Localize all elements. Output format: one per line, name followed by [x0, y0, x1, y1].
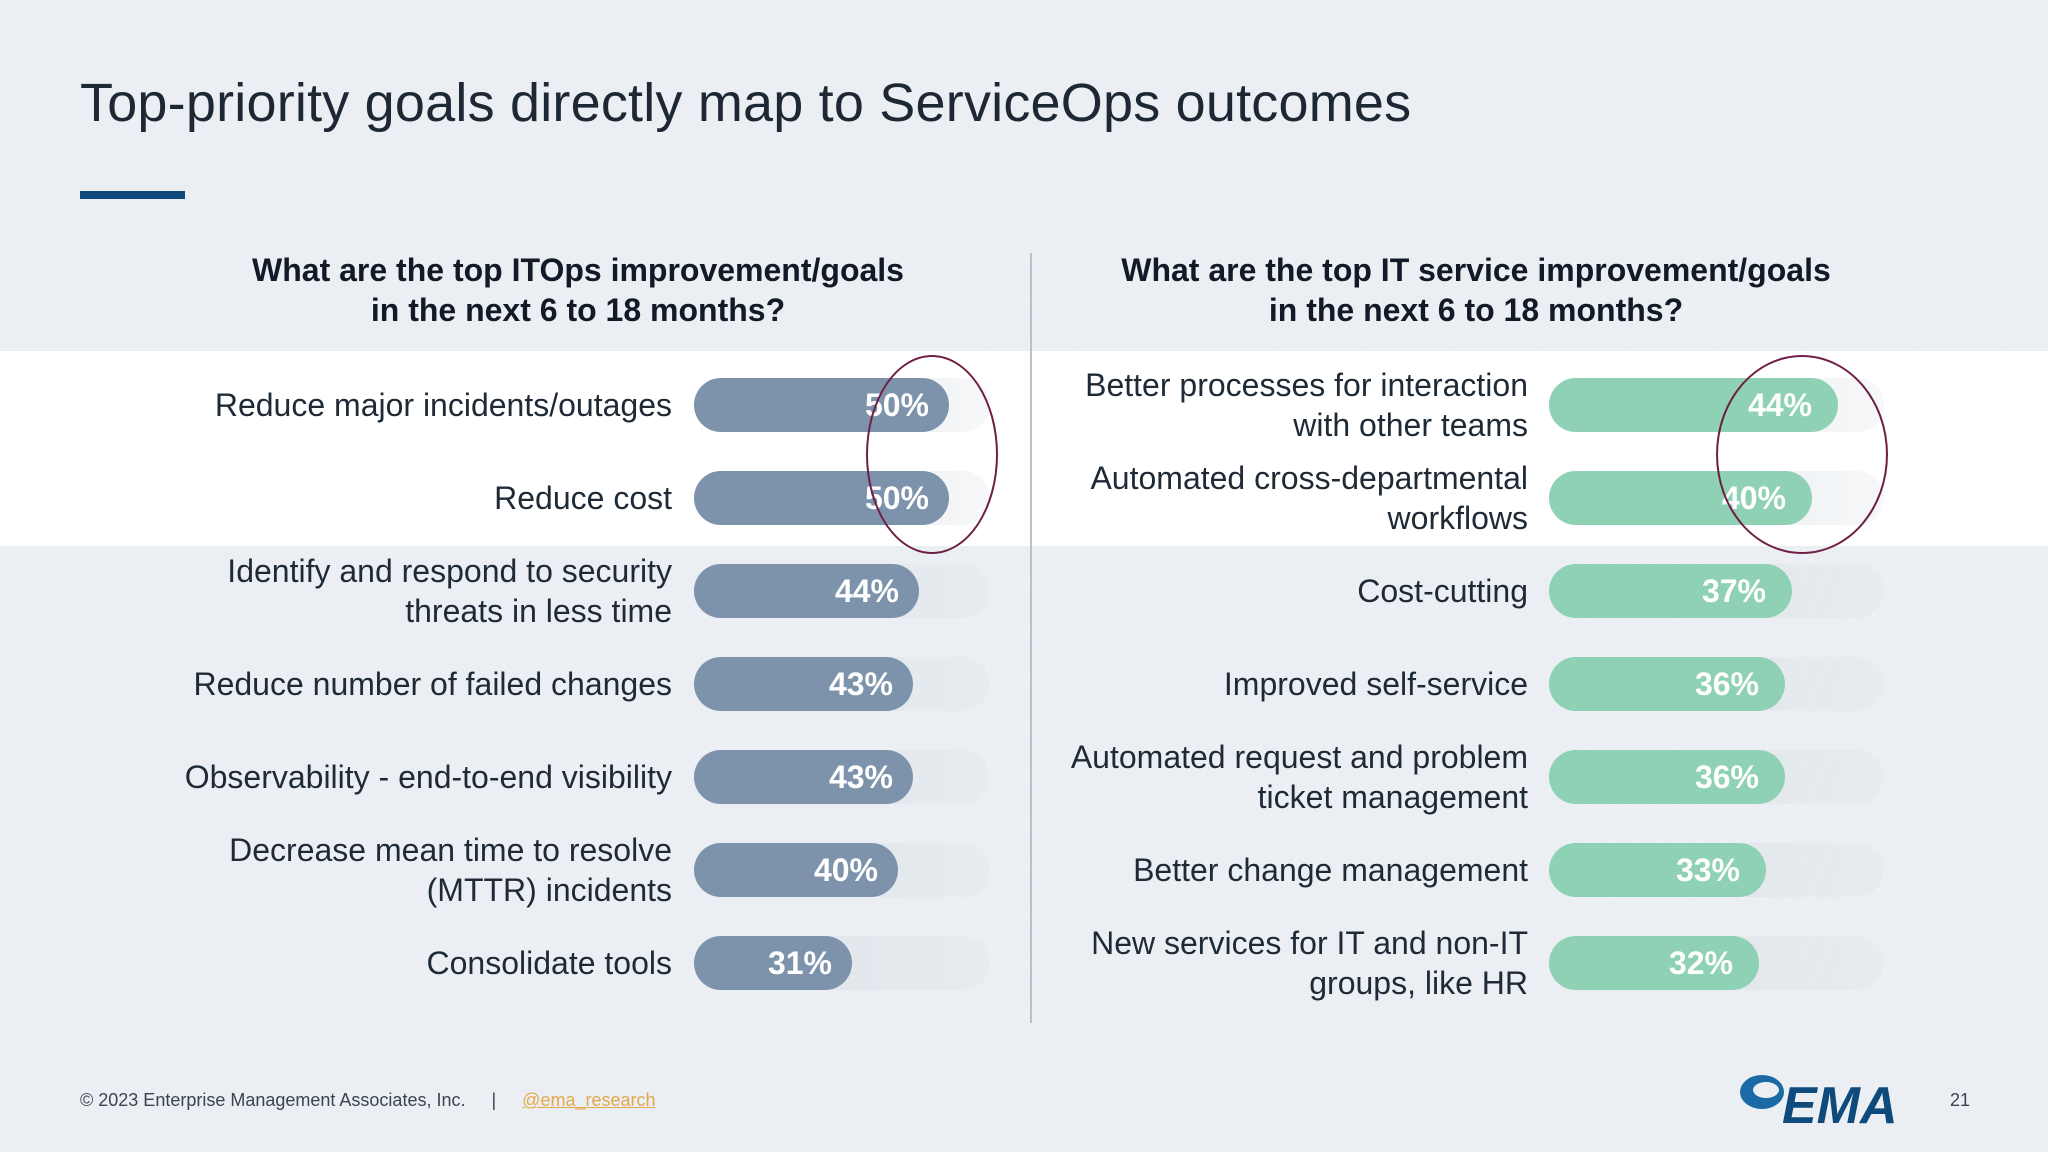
category-label-line: groups, like HR: [1309, 965, 1528, 1001]
chart-title-line: What are the top IT service improvement/…: [1121, 252, 1831, 288]
category-label-line: Improved self-service: [1223, 666, 1528, 702]
category-label-line: Reduce major incidents/outages: [214, 387, 672, 423]
chart-title: What are the top ITOps improvement/goals…: [168, 250, 988, 330]
bar: [1549, 843, 1766, 897]
category-label-text: Reduce cost: [494, 478, 672, 518]
category-label: Automated request and problem ticket mana…: [968, 732, 1528, 822]
bar: [694, 843, 898, 897]
category-label: Reduce number of failed changes: [112, 639, 672, 729]
category-label: Decrease mean time to resolve (MTTR) inci…: [112, 825, 672, 915]
slide-title: Top-priority goals directly map to Servi…: [80, 73, 1412, 133]
category-label-line: Reduce number of failed changes: [193, 666, 672, 702]
data-label: 43%: [828, 666, 893, 702]
bar: [1549, 936, 1759, 990]
category-label-text: Identify and respond to security threats …: [227, 551, 672, 631]
category-label: Consolidate tools: [112, 918, 672, 1008]
category-label-text: Improved self-service: [1224, 664, 1528, 704]
data-label: 43%: [828, 759, 893, 795]
category-label: New services for IT and non-IT groups, li…: [968, 918, 1528, 1008]
category-label-text: New services for IT and non-IT groups, li…: [1091, 923, 1528, 1003]
data-label: 32%: [1668, 945, 1733, 981]
category-label: Observability - end-to-end visibility: [112, 732, 672, 822]
chart-title-line: in the next 6 to 18 months?: [370, 292, 786, 328]
category-label: Automated cross-departmental workflows: [968, 453, 1528, 543]
ema-logo-swoosh-cut: [1753, 1082, 1779, 1098]
footer: © 2023 Enterprise Management Associates,…: [80, 1090, 656, 1111]
category-label: Identify and respond to security threats …: [112, 546, 672, 636]
category-label-line: (MTTR) incidents: [426, 872, 672, 908]
category-label-line: Identify and respond to security: [227, 553, 672, 589]
bar: [694, 750, 913, 804]
category-label-line: New services for IT and non-IT: [1091, 925, 1528, 961]
category-label: Better change management: [968, 825, 1528, 915]
page-number: 21: [1950, 1090, 1971, 1110]
bar: [1549, 564, 1792, 618]
highlight-ring: [866, 355, 998, 554]
category-label-text: Better processes for interaction with oth…: [1085, 365, 1528, 445]
category-label-line: Automated cross-departmental: [1090, 460, 1528, 496]
ema-logo: EMA: [1740, 1075, 1898, 1128]
category-label-text: Observability - end-to-end visibility: [185, 757, 672, 797]
data-label: 40%: [813, 852, 878, 888]
chart-title-line: What are the top ITOps improvement/goals: [252, 252, 904, 288]
title-accent-line: [80, 191, 185, 199]
data-label: 33%: [1675, 852, 1740, 888]
data-label: 31%: [767, 945, 832, 981]
data-label: 37%: [1701, 573, 1766, 609]
highlight-ring: [1716, 355, 1888, 554]
bar: [694, 564, 919, 618]
category-label-line: Automated request and problem: [1070, 739, 1528, 775]
data-label: 36%: [1694, 759, 1759, 795]
category-label-line: with other teams: [1293, 407, 1528, 443]
chart-title-line: in the next 6 to 18 months?: [1268, 292, 1684, 328]
category-label: Better processes for interaction with oth…: [968, 360, 1528, 450]
data-label: 36%: [1694, 666, 1759, 702]
category-label-line: Consolidate tools: [426, 945, 672, 981]
bar: [694, 657, 913, 711]
category-label-text: Automated cross-departmental workflows: [1090, 458, 1528, 538]
category-label-text: Reduce major incidents/outages: [215, 385, 672, 425]
category-label-line: Better processes for interaction: [1085, 367, 1528, 403]
bar: [1549, 657, 1785, 711]
ema-logo-text: EMA: [1782, 1077, 1898, 1128]
category-label-text: Cost-cutting: [1357, 571, 1528, 611]
category-label: Reduce cost: [112, 453, 672, 543]
category-label-line: Better change management: [1133, 852, 1528, 888]
category-label: Improved self-service: [968, 639, 1528, 729]
bar: [694, 936, 852, 990]
category-label-text: Consolidate tools: [427, 943, 672, 983]
category-label-text: Automated request and problem ticket mana…: [1071, 737, 1528, 817]
category-label-line: Observability - end-to-end visibility: [184, 759, 672, 795]
category-label-text: Better change management: [1133, 850, 1528, 890]
category-label: Reduce major incidents/outages: [112, 360, 672, 450]
category-label: Cost-cutting: [968, 546, 1528, 636]
bar: [1549, 750, 1785, 804]
twitter-link[interactable]: @ema_research: [522, 1090, 656, 1110]
category-label-text: Reduce number of failed changes: [193, 664, 672, 704]
category-label-line: Cost-cutting: [1357, 573, 1528, 609]
data-label: 44%: [834, 573, 899, 609]
category-label-line: ticket management: [1257, 779, 1528, 815]
footer-separator: |: [491, 1090, 497, 1110]
category-label-line: threats in less time: [405, 593, 672, 629]
category-label-line: workflows: [1387, 500, 1528, 536]
copyright-text: © 2023 Enterprise Management Associates,…: [80, 1090, 466, 1110]
panel-divider: [1030, 253, 1032, 1023]
category-label-line: Decrease mean time to resolve: [229, 832, 672, 868]
category-label-text: Decrease mean time to resolve (MTTR) inci…: [229, 830, 672, 910]
category-label-line: Reduce cost: [494, 480, 672, 516]
chart-title: What are the top IT service improvement/…: [1066, 250, 1886, 330]
